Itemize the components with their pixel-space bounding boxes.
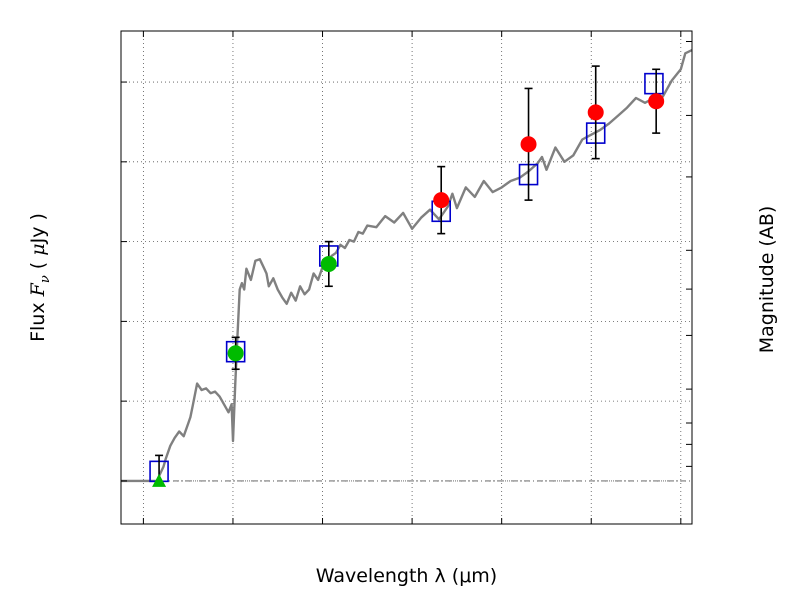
x-axis-label: Wavelength λ (μm)	[316, 565, 497, 587]
series-optical-observed	[227, 240, 337, 371]
observed-point	[648, 93, 665, 110]
y-axis-label: Flux Fν ( μJy )	[27, 213, 53, 342]
series-hst-observed	[433, 65, 665, 235]
right-axis-ticks	[686, 40, 692, 467]
sed-model-line	[121, 49, 692, 483]
upper-limit-marker	[152, 473, 167, 487]
observed-point	[227, 345, 244, 362]
plot-frame	[120, 30, 693, 525]
x-axis-ticks	[142, 31, 682, 524]
series-model-photometry	[149, 72, 664, 483]
observed-point	[320, 255, 337, 272]
observed-point	[433, 192, 450, 209]
y-axis-ticks	[121, 81, 127, 482]
right-axis-label: Magnitude (AB)	[756, 206, 778, 354]
observed-point	[520, 136, 537, 153]
model-photometry-point	[644, 72, 664, 95]
series-upper-limit	[152, 454, 167, 487]
series-sed-model	[121, 49, 692, 483]
plot-area	[121, 49, 692, 487]
observed-point	[587, 104, 604, 121]
grid-lines	[121, 31, 692, 524]
